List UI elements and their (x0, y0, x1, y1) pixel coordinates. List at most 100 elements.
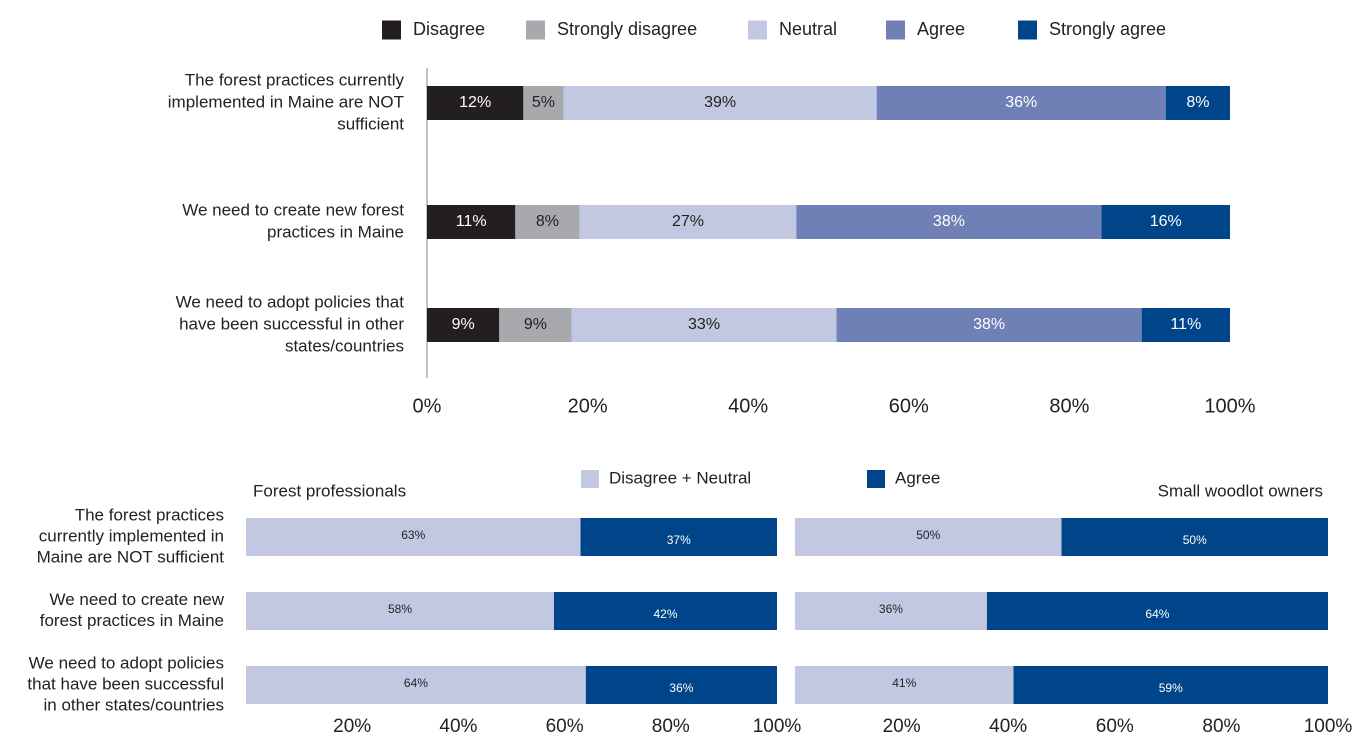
bar-value-label: 50% (1183, 533, 1207, 547)
x-tick-label: 100% (1304, 716, 1353, 737)
category2-label-1: The forest practices (75, 505, 224, 524)
bar-value-label: 38% (973, 316, 1005, 333)
category-label-3: states/countries (285, 336, 404, 355)
bar-value-label: 59% (1159, 681, 1183, 695)
bar-segment (246, 518, 581, 556)
bar-segment (499, 308, 572, 342)
x-tick-label: 0% (413, 395, 442, 417)
bar-value-label: 42% (653, 607, 677, 621)
category2-label-2: forest practices in Maine (40, 611, 224, 630)
bar-value-label: 12% (459, 94, 491, 111)
category2-label-1: Maine are NOT sufficient (37, 547, 225, 566)
bar-value-label: 41% (892, 676, 916, 690)
category2-label-2: We need to create new (49, 590, 224, 609)
legend-swatch-4 (886, 20, 905, 40)
category2-label-3: that have been successful (27, 674, 224, 693)
category-label-1: The forest practices currently (185, 70, 405, 89)
legend-label-2: Strongly disagree (557, 19, 697, 39)
x-tick-label: 80% (1049, 395, 1089, 417)
bar-segment (796, 205, 1102, 239)
legend-swatch-2 (526, 20, 545, 40)
bar-segment (795, 518, 1062, 556)
bar-segment (876, 86, 1166, 120)
bar-segment (523, 86, 564, 120)
legend-label-4: Agree (917, 19, 965, 39)
x-tick-label: 40% (728, 395, 768, 417)
bar-segment (1061, 518, 1328, 556)
bar-value-label: 8% (1186, 94, 1209, 111)
category-label-2: We need to create new forest (182, 200, 404, 219)
legend2-label-2: Agree (895, 468, 940, 487)
legend2-swatch-1 (581, 470, 599, 488)
bar-value-label: 8% (536, 213, 559, 230)
bar-segment (246, 666, 586, 704)
category2-label-3: in other states/countries (44, 695, 224, 714)
bar-value-label: 36% (669, 681, 693, 695)
legend-swatch-5 (1018, 20, 1037, 40)
x-tick-label: 80% (652, 716, 690, 737)
bar-segment (795, 666, 1014, 704)
bar-segment (580, 518, 777, 556)
bar-value-label: 9% (452, 316, 475, 333)
bar-segment (986, 592, 1328, 630)
bar-segment (836, 308, 1142, 342)
bar-value-label: 33% (688, 316, 720, 333)
bar-segment (246, 592, 554, 630)
x-tick-label: 60% (889, 395, 929, 417)
bar-value-label: 36% (1005, 94, 1037, 111)
bar-segment (427, 308, 500, 342)
bar-value-label: 37% (667, 533, 691, 547)
bar-value-label: 58% (388, 602, 412, 616)
category2-label-3: We need to adopt policies (29, 653, 224, 672)
bar-value-label: 11% (1170, 316, 1201, 333)
bar-segment (515, 205, 580, 239)
category-label-1: sufficient (337, 114, 404, 133)
bar-segment (427, 205, 516, 239)
bar-value-label: 9% (524, 316, 547, 333)
bar-value-label: 16% (1150, 213, 1182, 230)
x-tick-label: 20% (568, 395, 608, 417)
bar-segment (1165, 86, 1230, 120)
panel-title-forest-professionals: Forest professionals (253, 481, 406, 500)
bar-segment (427, 86, 524, 120)
x-tick-label: 100% (753, 716, 802, 737)
x-tick-label: 60% (1096, 716, 1134, 737)
bar-value-label: 64% (404, 676, 428, 690)
legend-swatch-3 (748, 20, 767, 40)
bar-value-label: 64% (1145, 607, 1169, 621)
legend-label-5: Strongly agree (1049, 19, 1166, 39)
legend-label-3: Neutral (779, 19, 837, 39)
bar-value-label: 39% (704, 94, 736, 111)
bar-segment (1141, 308, 1230, 342)
bar-segment (571, 308, 837, 342)
x-tick-label: 40% (989, 716, 1027, 737)
bar-segment (579, 205, 797, 239)
bar-segment (563, 86, 877, 120)
x-tick-label: 40% (439, 716, 477, 737)
category-label-2: practices in Maine (267, 222, 404, 241)
x-tick-label: 20% (883, 716, 921, 737)
bar-segment (1013, 666, 1328, 704)
bar-value-label: 27% (672, 213, 704, 230)
category-label-1: implemented in Maine are NOT (168, 92, 404, 111)
bar-segment (1101, 205, 1230, 239)
bar-value-label: 11% (456, 213, 487, 230)
bar-value-label: 36% (879, 602, 903, 616)
x-tick-label: 20% (333, 716, 371, 737)
legend-label-1: Disagree (413, 19, 485, 39)
bar-segment (585, 666, 777, 704)
bar-value-label: 63% (401, 528, 425, 542)
bar-value-label: 50% (916, 528, 940, 542)
bar-segment (795, 592, 987, 630)
legend-swatch-1 (382, 20, 401, 40)
category2-label-1: currently implemented in (39, 526, 224, 545)
bar-value-label: 38% (933, 213, 965, 230)
bar-value-label: 5% (532, 94, 555, 111)
category-label-3: We need to adopt policies that (176, 292, 405, 311)
x-tick-label: 80% (1202, 716, 1240, 737)
x-tick-label: 60% (546, 716, 584, 737)
bar-segment (553, 592, 777, 630)
x-tick-label: 100% (1204, 395, 1255, 417)
legend2-label-1: Disagree + Neutral (609, 468, 751, 487)
